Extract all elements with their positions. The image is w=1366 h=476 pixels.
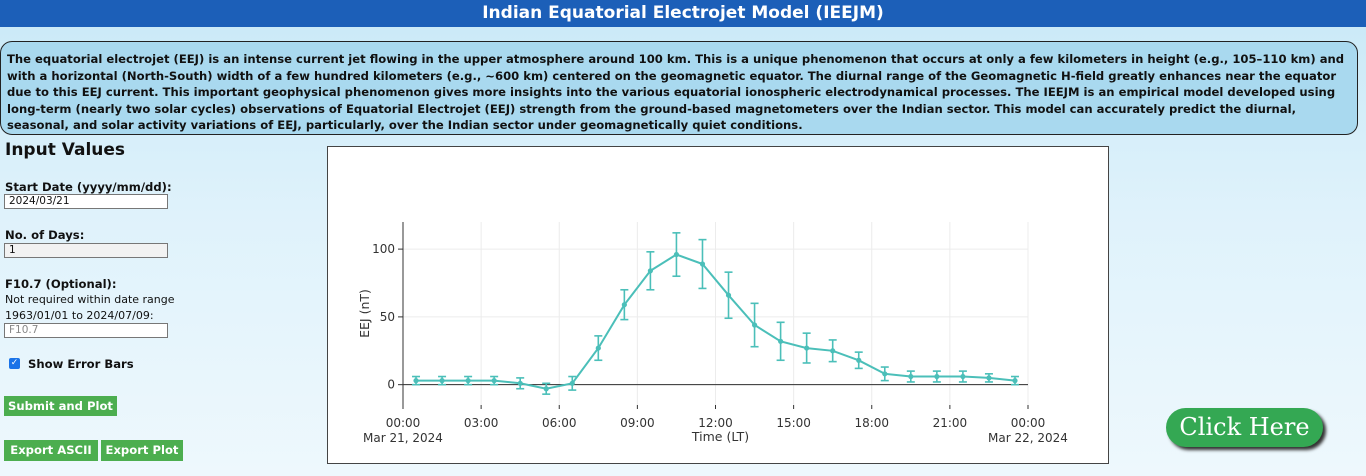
data-point <box>465 378 471 384</box>
input-values-heading: Input Values <box>5 140 126 160</box>
x-tick-label: 09:00 <box>620 416 655 430</box>
days-input[interactable]: 1 <box>4 243 168 258</box>
data-point <box>986 375 992 381</box>
x-tick-date-label: Mar 21, 2024 <box>363 431 443 445</box>
start-date-label: Start Date (yyyy/mm/dd): <box>5 180 172 194</box>
data-point <box>595 345 601 351</box>
data-point <box>960 373 966 380</box>
data-point <box>543 386 549 392</box>
f107-range-note: 1963/01/01 to 2024/07/09: <box>5 309 154 322</box>
submit-button[interactable]: Submit and Plot <box>4 396 117 416</box>
error-bars-checkbox[interactable]: ✓ <box>9 358 20 369</box>
x-tick-date-label: Mar 22, 2024 <box>988 431 1068 445</box>
y-tick-label: 0 <box>387 378 395 392</box>
x-tick-label: 03:00 <box>464 416 499 430</box>
y-tick-label: 50 <box>380 310 395 324</box>
x-tick-label: 21:00 <box>933 416 968 430</box>
data-point <box>517 380 523 386</box>
data-point <box>778 338 784 344</box>
error-bars-label: Show Error Bars <box>28 357 134 371</box>
x-axis-title: Time (LT) <box>691 429 749 444</box>
data-point <box>413 378 419 384</box>
f107-note: Not required within date range <box>5 293 175 306</box>
data-point <box>491 378 497 384</box>
start-date-input[interactable]: 2024/03/21 <box>4 194 168 209</box>
data-point <box>830 348 836 354</box>
x-tick-label: 12:00 <box>698 416 733 430</box>
f107-label: F10.7 (Optional): <box>5 277 117 291</box>
data-point <box>725 292 732 298</box>
y-axis-title: EEJ (nT) <box>357 289 372 338</box>
data-point <box>882 371 888 377</box>
x-tick-label: 18:00 <box>854 416 889 430</box>
f107-input[interactable]: F10.7 <box>4 323 168 338</box>
page-title: Indian Equatorial Electrojet Model (IEEJ… <box>0 0 1366 27</box>
x-tick-label: 00:00 <box>1011 416 1046 430</box>
data-point <box>673 251 680 258</box>
data-point <box>934 373 940 380</box>
data-point <box>804 345 810 351</box>
eej-series-line <box>416 253 1016 390</box>
data-point <box>439 378 445 384</box>
data-point <box>647 268 653 274</box>
chart-panel: 0 50 100 00:00 Mar 21, 2024 03:00 06:00 09:00 12… <box>327 146 1109 464</box>
x-tick-label: 15:00 <box>776 416 811 430</box>
days-label: No. of Days: <box>5 228 85 242</box>
data-point <box>621 302 627 308</box>
data-point <box>1012 378 1018 384</box>
y-tick-label: 100 <box>372 242 395 256</box>
click-here-button[interactable]: Click Here <box>1166 408 1323 447</box>
export-plot-button[interactable]: Export Plot <box>101 440 183 461</box>
data-point <box>856 357 862 363</box>
x-tick-label: 06:00 <box>542 416 577 430</box>
data-point <box>569 380 575 386</box>
data-point <box>751 322 758 328</box>
data-point <box>699 261 706 267</box>
description-panel: The equatorial electrojet (EEJ) is an in… <box>0 41 1358 135</box>
export-ascii-button[interactable]: Export ASCII <box>4 440 98 461</box>
x-tick-label: 00:00 <box>386 416 421 430</box>
data-point <box>908 373 914 380</box>
